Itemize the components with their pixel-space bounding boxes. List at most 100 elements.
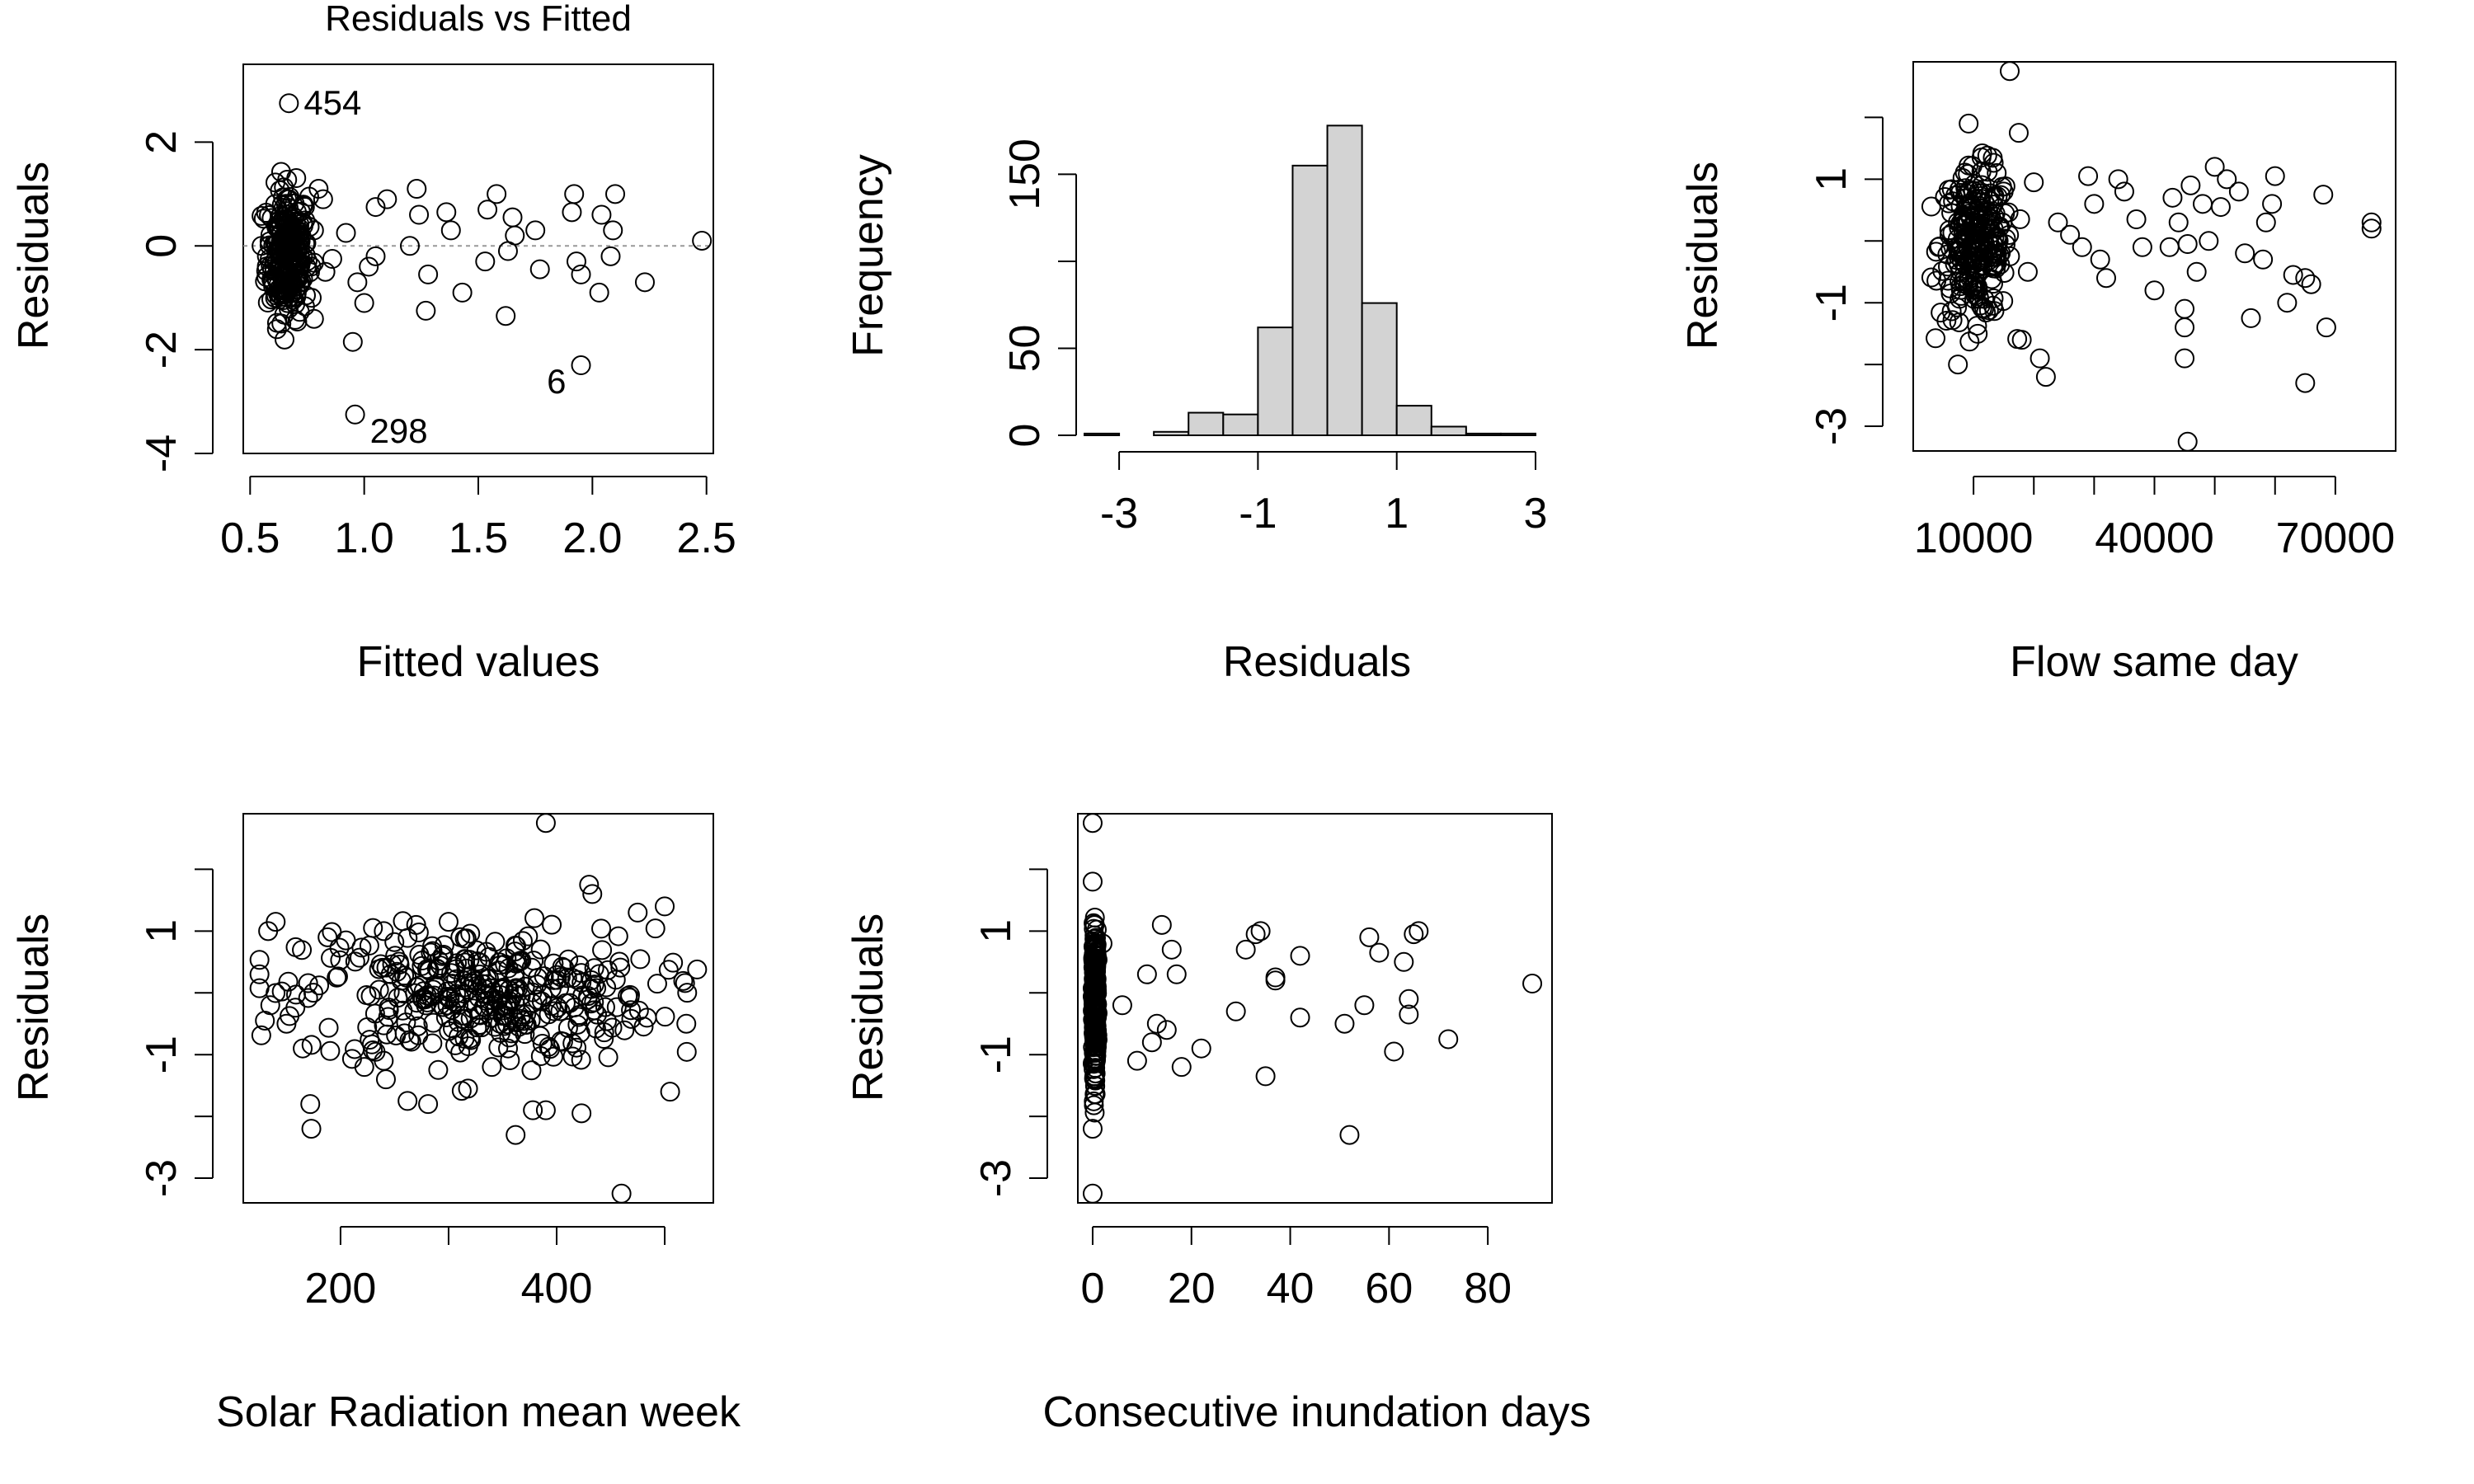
data-point [279,93,299,114]
data-point [542,914,562,935]
data-point [393,911,413,932]
data-point [494,1016,515,1036]
data-point [359,935,379,956]
data-point [1086,1000,1107,1021]
data-point [501,1023,522,1044]
data-point [470,1005,491,1026]
x-tick-label: 40000 [2095,514,2214,562]
data-point [1085,951,1106,972]
y-tick-label: -4 [138,434,186,472]
data-point [370,954,391,974]
data-point [1087,983,1108,1003]
data-point [571,355,591,376]
data-point [531,991,552,1012]
data-point [1943,191,1964,212]
y-tick-label: 1 [972,919,1020,943]
data-point [610,957,631,978]
data-point [407,977,427,998]
data-point [2210,197,2231,218]
data-point [365,197,386,218]
point-annotation-label: 454 [303,83,361,122]
data-point [1962,252,1982,273]
data-point [1084,1068,1104,1089]
data-point [2072,237,2092,257]
data-point [321,947,341,968]
data-point [407,179,427,200]
data-point [1156,1020,1177,1040]
data-point [505,963,525,984]
histogram-bar [1222,413,1259,436]
x-axis-label: Fitted values [357,638,600,686]
data-point [2361,218,2382,239]
data-point [521,1060,542,1081]
histogram-bar [1326,124,1363,436]
data-point [1964,279,1984,300]
data-point [1161,939,1182,960]
data-point [412,951,433,971]
data-point [2048,212,2068,232]
histogram-bar [1430,425,1467,437]
data-points [249,813,708,1204]
data-point [510,951,531,971]
data-point [594,1022,614,1043]
data-point [363,918,383,938]
data-point [2235,243,2255,264]
data-point [677,983,698,1003]
data-point [318,1017,339,1038]
data-point [407,1016,428,1036]
data-point [2262,194,2283,214]
data-point [2108,169,2128,190]
data-point [1399,1004,1419,1025]
data-point [1992,212,2013,232]
data-point [1250,921,1271,942]
data-point [293,1038,313,1059]
data-point [1974,298,1995,319]
data-point [376,957,397,978]
data-point [1290,946,1310,966]
data-point [1993,181,2014,202]
y-tick-label: -2 [138,331,186,369]
data-point [2295,373,2316,393]
data-point [614,1020,635,1040]
x-tick-label: -1 [1239,490,1277,538]
data-point [2241,308,2261,328]
data-point [628,902,648,923]
data-point [687,959,708,979]
x-tick-label: 1.0 [335,514,394,562]
data-point [1928,237,1949,257]
data-point [2090,249,2110,270]
data-point [273,289,294,310]
data-point [520,1010,541,1031]
data-point [2008,123,2029,143]
data-point [416,300,436,321]
data-point [1953,209,1973,229]
data-point [1977,145,1997,166]
data-point [446,984,467,1004]
data-point [303,308,324,329]
data-point [477,200,498,220]
data-point [441,963,462,984]
data-point [2177,234,2198,255]
data-point [1932,261,1953,281]
x-tick-label: 1 [1385,490,1409,538]
data-point [1171,1057,1192,1078]
data-point [1141,1032,1162,1053]
data-point [1973,250,1994,270]
data-point [278,971,299,992]
data-point [605,184,626,204]
histogram-bar [1291,164,1329,437]
data-point [2144,280,2165,301]
y-tick-label: -3 [138,1159,186,1197]
data-point [515,976,535,997]
data-point [1926,328,1946,349]
data-point [2060,224,2081,245]
data-point [1084,1095,1104,1115]
data-point [2024,172,2044,193]
data-point [2228,181,2249,202]
data-point [356,985,377,1006]
x-axis: 200 400 [305,1226,666,1313]
data-point [479,946,500,967]
data-point [1255,1066,1276,1087]
data-point [270,206,290,227]
data-point [359,256,379,277]
